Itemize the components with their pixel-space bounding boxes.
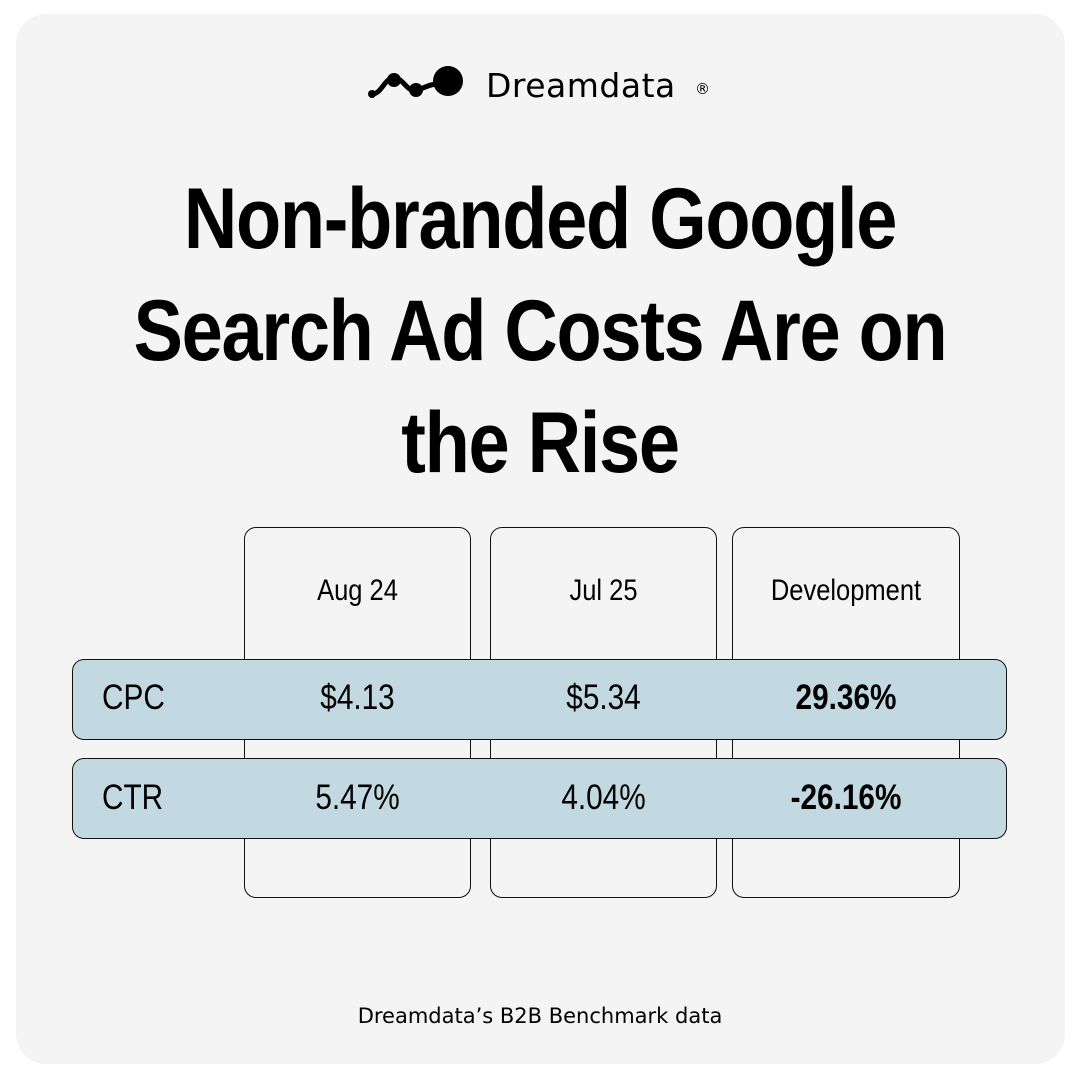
cell-ctr-aug-24: 5.47% <box>315 778 400 817</box>
row-label-cpc: CPC <box>102 678 165 717</box>
table-row-cpc <box>72 659 1007 740</box>
column-header-jul-25: Jul 25 <box>569 574 638 607</box>
cell-cpc-development: 29.36% <box>795 678 897 717</box>
cell-ctr-development: -26.16% <box>790 778 902 817</box>
table-row-ctr <box>72 758 1007 839</box>
page-title: Non-branded Google Search Ad Costs Are o… <box>133 171 948 491</box>
column-header-development: Development <box>770 574 922 607</box>
source-note: Dreamdata’s B2B Benchmark data <box>357 1004 723 1028</box>
column-header-aug-24: Aug 24 <box>317 574 398 607</box>
brand-logo: Dreamdata ® <box>366 62 716 106</box>
cell-ctr-jul-25: 4.04% <box>561 778 646 817</box>
brand-name: Dreamdata <box>486 66 676 105</box>
cell-cpc-jul-25: $5.34 <box>566 678 641 717</box>
dreamdata-dots-logo-icon <box>368 66 463 98</box>
cell-cpc-aug-24: $4.13 <box>320 678 395 717</box>
row-label-ctr: CTR <box>102 778 164 817</box>
registered-mark: ® <box>695 80 710 98</box>
